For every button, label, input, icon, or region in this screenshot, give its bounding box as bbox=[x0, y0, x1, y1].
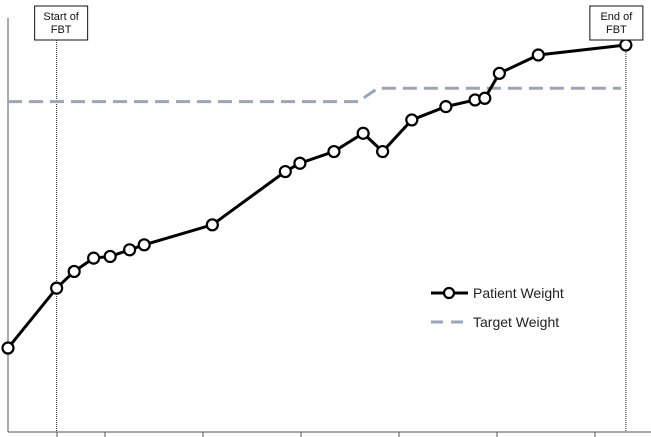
patient-weight-point bbox=[205, 218, 219, 232]
patient-weight-point bbox=[1, 341, 15, 355]
patient-weight-point bbox=[531, 48, 545, 62]
target-weight-line bbox=[8, 86, 621, 104]
patient-weight-series bbox=[1, 38, 633, 355]
patient-weight-point bbox=[103, 249, 117, 264]
patient-weight-point bbox=[619, 38, 633, 52]
patient-weight-point bbox=[137, 238, 151, 252]
patient-weight-point bbox=[492, 66, 506, 80]
patient-weight-point bbox=[376, 144, 390, 159]
target-weight-series bbox=[8, 86, 621, 104]
event-labels: Start of FBT End of FBT bbox=[34, 5, 644, 41]
axes bbox=[7, 18, 651, 437]
start-of-fbt-box bbox=[34, 5, 89, 41]
patient-weight-point bbox=[439, 100, 453, 114]
patient-weight-point bbox=[293, 156, 307, 170]
legend-patient-label: Patient Weight bbox=[473, 285, 564, 301]
patient-weight-point bbox=[87, 251, 101, 265]
legend-target-label: Target Weight bbox=[473, 314, 559, 330]
patient-weight-point bbox=[278, 164, 292, 179]
patient-weight-point bbox=[327, 144, 341, 159]
patient-weight-point bbox=[67, 264, 81, 279]
legend-patient-marker bbox=[442, 286, 456, 300]
patient-weight-point bbox=[405, 113, 419, 127]
end-of-fbt-box bbox=[589, 5, 644, 41]
patient-weight-point bbox=[50, 281, 64, 295]
event-lines bbox=[56, 40, 627, 432]
patient-weight-line bbox=[6, 43, 627, 349]
patient-weight-point bbox=[356, 126, 370, 140]
patient-weight-point bbox=[478, 91, 492, 105]
patient-weight-point bbox=[123, 243, 137, 257]
start-of-fbt-label: Start of FBT bbox=[43, 11, 79, 36]
end-of-fbt-label: End of FBT bbox=[600, 11, 633, 36]
legend: Patient Weight Target Weight bbox=[431, 285, 564, 330]
